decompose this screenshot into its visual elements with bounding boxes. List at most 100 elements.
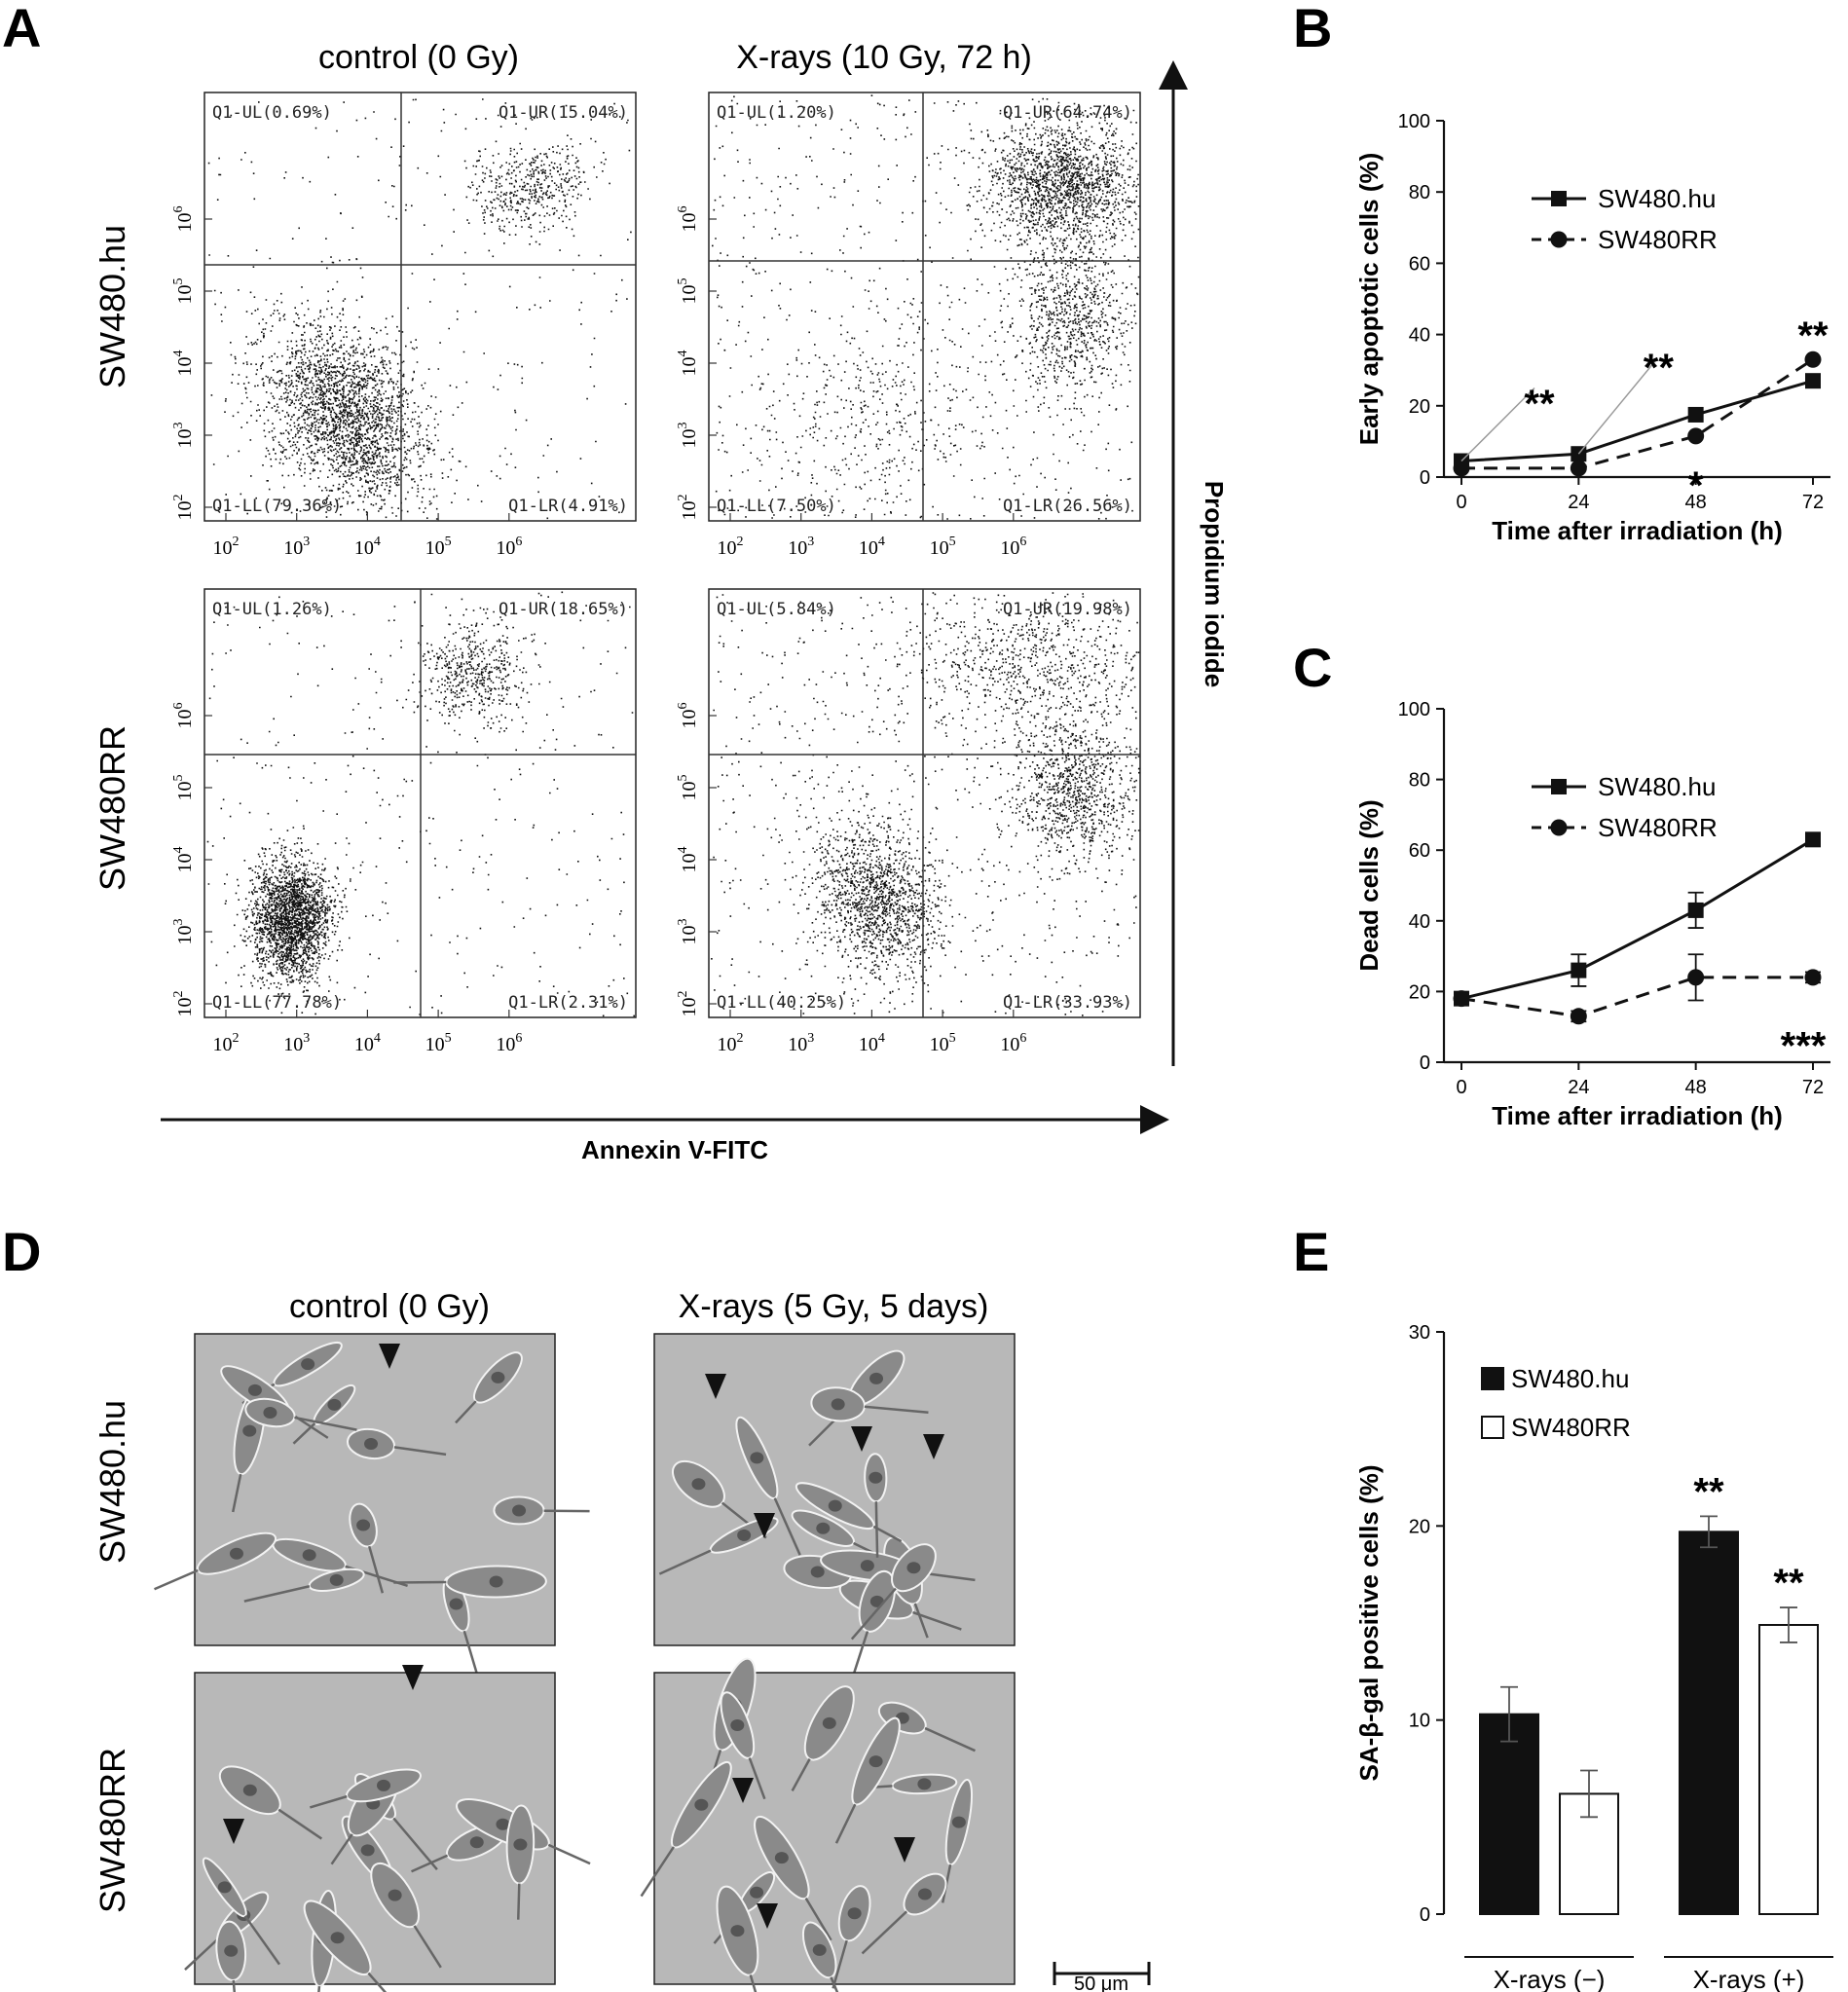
flow-plot-1: Q1-UL(0.69%) Q1-UR(15.04%) Q1-LL(79.36%) Q1…: [171, 92, 637, 559]
cell-nucleus: [449, 1598, 463, 1610]
y-log-tick-label: 104: [676, 847, 700, 873]
data-point-circle: [1687, 969, 1705, 986]
quadrant-label-lr: Q1-LR(2.31%): [508, 993, 628, 1013]
x-tick-label: 72: [1802, 1077, 1824, 1098]
cell-process: [232, 1473, 242, 1513]
cell-nucleus: [860, 1560, 874, 1572]
significance-marker: *: [1688, 464, 1704, 507]
data-point-square: [1805, 831, 1821, 848]
data-point-circle: [1570, 1008, 1587, 1025]
cell-nucleus: [360, 1844, 375, 1857]
cell-nucleus: [816, 1522, 831, 1534]
cells: [658, 1349, 976, 1676]
cell-nucleus: [730, 1925, 745, 1937]
legend-swatch: [1481, 1367, 1504, 1390]
panel-d-col-title-xrays: X-rays (5 Gy, 5 days): [679, 1288, 989, 1325]
y-tick-label: 100: [1398, 111, 1430, 132]
x-log-tick-label: 102: [718, 1031, 744, 1055]
legend-square-marker: [1551, 779, 1567, 794]
cell-process: [864, 1405, 929, 1415]
cell-process: [640, 1846, 675, 1898]
x-log-tick-label: 105: [930, 1031, 956, 1055]
arrowhead-marker: [923, 1434, 944, 1459]
cell-process: [804, 1897, 832, 1941]
x-log-tick-label: 103: [283, 1031, 310, 1055]
cell-nucleus: [906, 1562, 921, 1574]
cell-process: [861, 1910, 907, 1955]
y-tick-label: 80: [1409, 182, 1430, 203]
data-point-circle: [1570, 460, 1587, 477]
cell-process: [913, 1603, 929, 1639]
cell-nucleus: [869, 1372, 884, 1384]
x-log-tick-label: 102: [718, 535, 744, 559]
legend-square-marker: [1551, 191, 1567, 206]
arrowhead-marker: [894, 1837, 915, 1863]
x-tick-label: 72: [1802, 492, 1824, 513]
cell-process: [852, 1631, 869, 1676]
panel-d-row-title-sw480rr: SW480RR: [92, 1748, 132, 1913]
x-log-tick-label: 104: [859, 1031, 885, 1055]
cell-nucleus: [917, 1888, 932, 1900]
x-log-tick-label: 103: [788, 535, 814, 559]
annotation-leader: [1577, 358, 1657, 455]
data-point-circle: [1804, 969, 1822, 986]
panel-a-col-title-xrays: X-rays (10 Gy, 72 h): [736, 39, 1032, 76]
y-log-tick-label: 106: [676, 703, 700, 729]
cell-nucleus: [810, 1566, 825, 1578]
series-line-1: [1460, 976, 1813, 1018]
quadrant-label-ur: Q1-UR(18.65%): [499, 600, 628, 619]
data-point-circle: [1453, 460, 1470, 477]
series-line-1: [1461, 357, 1814, 470]
category-label: X-rays (−): [1494, 1965, 1606, 1992]
annotation-leader: [1460, 387, 1535, 462]
cell-process: [243, 1585, 311, 1603]
cell-nucleus: [217, 1881, 232, 1894]
cell-process: [294, 1416, 357, 1431]
panel-label-c: C: [1293, 637, 1332, 698]
arrowhead-marker: [732, 1778, 754, 1803]
cell-process: [658, 1549, 712, 1575]
cells: [184, 1765, 591, 1992]
x-log-tick-label: 104: [354, 535, 381, 559]
significance-marker: **: [1797, 314, 1829, 357]
series-line-0: [1460, 379, 1814, 463]
y-tick-label: 20: [1409, 396, 1430, 418]
cell-process: [517, 1883, 521, 1920]
cell-nucleus: [812, 1943, 827, 1956]
x-log-tick-label: 104: [354, 1031, 381, 1055]
y-axis-title: Dead cells (%): [1354, 799, 1384, 971]
y-log-tick-label: 106: [171, 206, 196, 233]
scale-bar-label: 50 μm: [1074, 1974, 1128, 1992]
bar: [1758, 1623, 1819, 1915]
cell-nucleus: [302, 1549, 316, 1562]
x-log-tick-label: 102: [213, 535, 240, 559]
flow-plot-frame: [203, 92, 637, 522]
y-tick-label: 100: [1398, 699, 1430, 720]
y-tick-label: 60: [1409, 840, 1430, 862]
cell-nucleus: [242, 1784, 257, 1796]
quadrant-label-ur: Q1-UR(15.04%): [499, 103, 628, 123]
quadrant-label-ll: Q1-LL(77.78%): [212, 993, 342, 1013]
cell-nucleus: [847, 1907, 862, 1920]
cell-process: [243, 1915, 281, 1966]
data-point-circle: [1453, 990, 1470, 1008]
quadrant-label-ll: Q1-LL(40.25%): [717, 993, 846, 1013]
x-tick-label: 0: [1456, 492, 1466, 513]
x-log-tick-label: 106: [496, 535, 522, 559]
panel-label-d: D: [2, 1221, 41, 1282]
y-log-tick-label: 103: [676, 423, 700, 449]
cell-nucleus: [694, 1798, 709, 1811]
y-axis-title: Early apoptotic cells (%): [1354, 153, 1384, 446]
micrograph-2: [653, 1333, 1016, 1676]
y-log-tick-label: 105: [676, 278, 700, 305]
flow-plot-frame: [708, 588, 1141, 1018]
y-tick-label: 20: [1409, 1516, 1430, 1537]
panel-d-col-title-control: control (0 Gy): [289, 1288, 490, 1325]
x-axis-title: Time after irradiation (h): [1492, 1101, 1783, 1130]
y-log-tick-label: 102: [676, 991, 700, 1017]
panel-label-a: A: [2, 0, 41, 58]
chart-early-apoptotic: 0 20 40 60 80 100 0 24 48 72 Time after irradiatio…: [1354, 111, 1830, 545]
y-log-tick-label: 104: [676, 350, 700, 377]
chart-dead-cells: 0 20 40 60 80 100 0 24 48 72 Time after irradiatio…: [1354, 699, 1830, 1130]
cell-nucleus: [691, 1478, 706, 1491]
